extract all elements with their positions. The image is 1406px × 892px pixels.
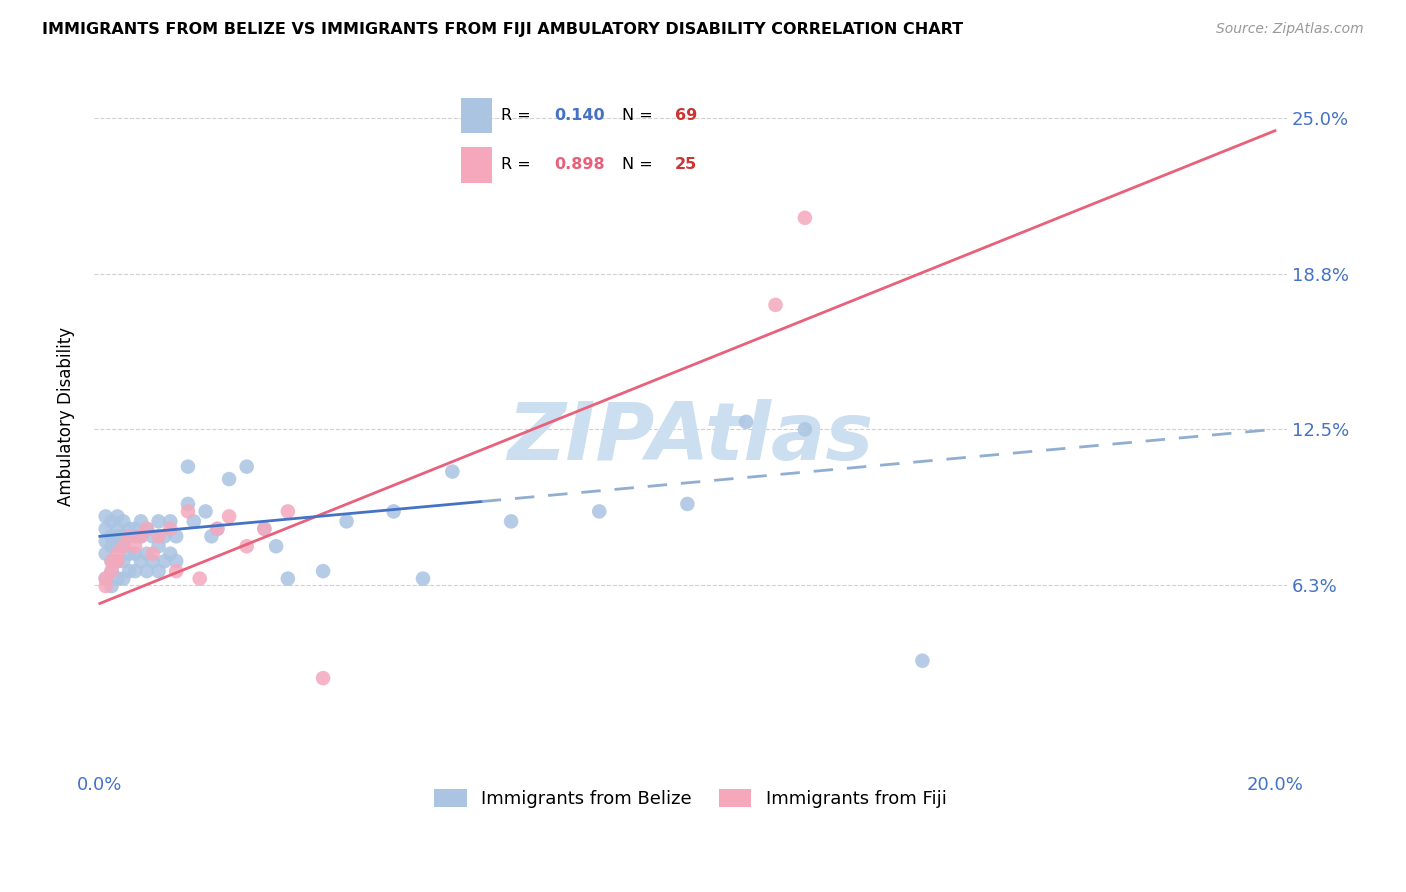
Point xyxy=(107,522,129,536)
Point xyxy=(177,459,200,474)
Point xyxy=(107,529,129,543)
Point xyxy=(159,522,181,536)
Point xyxy=(911,654,934,668)
Point xyxy=(124,529,146,543)
Point xyxy=(112,514,135,528)
Point xyxy=(735,415,758,429)
Point xyxy=(200,529,222,543)
Point xyxy=(194,504,217,518)
Point xyxy=(253,522,276,536)
Point xyxy=(118,529,141,543)
Point xyxy=(312,564,335,578)
Point xyxy=(94,509,117,524)
Point xyxy=(112,554,135,568)
Point xyxy=(135,522,157,536)
Point xyxy=(165,529,187,543)
Point xyxy=(765,298,787,312)
Point xyxy=(165,554,187,568)
Point xyxy=(148,539,170,553)
Point xyxy=(107,572,129,586)
Y-axis label: Ambulatory Disability: Ambulatory Disability xyxy=(58,327,75,507)
Text: IMMIGRANTS FROM BELIZE VS IMMIGRANTS FROM FIJI AMBULATORY DISABILITY CORRELATION: IMMIGRANTS FROM BELIZE VS IMMIGRANTS FRO… xyxy=(42,22,963,37)
Point xyxy=(100,579,122,593)
Point xyxy=(207,522,229,536)
Point xyxy=(159,547,181,561)
Point xyxy=(183,514,205,528)
Point xyxy=(112,539,135,553)
Point xyxy=(153,529,176,543)
Point xyxy=(159,514,181,528)
Point xyxy=(100,554,122,568)
Point xyxy=(118,547,141,561)
Point xyxy=(107,539,129,553)
Point xyxy=(135,564,157,578)
Point xyxy=(118,564,141,578)
Text: Source: ZipAtlas.com: Source: ZipAtlas.com xyxy=(1216,22,1364,37)
Point xyxy=(129,514,152,528)
Point xyxy=(124,522,146,536)
Point xyxy=(501,514,523,528)
Point xyxy=(793,211,815,225)
Point xyxy=(107,554,129,568)
Point xyxy=(142,529,165,543)
Point xyxy=(94,534,117,549)
Point xyxy=(165,564,187,578)
Point xyxy=(235,539,257,553)
Point xyxy=(148,514,170,528)
Point xyxy=(312,671,335,685)
Point xyxy=(129,529,152,543)
Point xyxy=(277,504,299,518)
Point xyxy=(100,514,122,528)
Point xyxy=(277,572,299,586)
Point xyxy=(588,504,610,518)
Point xyxy=(142,547,165,561)
Point xyxy=(100,564,122,578)
Point xyxy=(382,504,405,518)
Point xyxy=(129,529,152,543)
Point xyxy=(177,497,200,511)
Point xyxy=(107,554,129,568)
Point xyxy=(676,497,699,511)
Text: ZIPAtlas: ZIPAtlas xyxy=(508,399,873,476)
Point xyxy=(94,547,117,561)
Point xyxy=(94,522,117,536)
Point xyxy=(100,554,122,568)
Legend: Immigrants from Belize, Immigrants from Fiji: Immigrants from Belize, Immigrants from … xyxy=(427,781,953,815)
Point xyxy=(94,579,117,593)
Point xyxy=(153,554,176,568)
Point xyxy=(177,504,200,518)
Point xyxy=(148,564,170,578)
Point xyxy=(124,539,146,553)
Point xyxy=(112,572,135,586)
Point xyxy=(264,539,287,553)
Point xyxy=(112,529,135,543)
Point xyxy=(100,564,122,578)
Point xyxy=(94,572,117,586)
Point xyxy=(441,465,464,479)
Point xyxy=(124,564,146,578)
Point xyxy=(107,509,129,524)
Point xyxy=(188,572,211,586)
Point xyxy=(218,509,240,524)
Point xyxy=(135,522,157,536)
Point xyxy=(207,522,229,536)
Point xyxy=(118,529,141,543)
Point xyxy=(124,547,146,561)
Point xyxy=(253,522,276,536)
Point xyxy=(94,572,117,586)
Point xyxy=(336,514,359,528)
Point xyxy=(235,459,257,474)
Point xyxy=(412,572,434,586)
Point xyxy=(100,529,122,543)
Point xyxy=(112,539,135,553)
Point xyxy=(793,422,815,436)
Point xyxy=(148,529,170,543)
Point xyxy=(129,554,152,568)
Point xyxy=(100,539,122,553)
Point xyxy=(118,522,141,536)
Point xyxy=(107,547,129,561)
Point xyxy=(142,554,165,568)
Point xyxy=(218,472,240,486)
Point xyxy=(135,547,157,561)
